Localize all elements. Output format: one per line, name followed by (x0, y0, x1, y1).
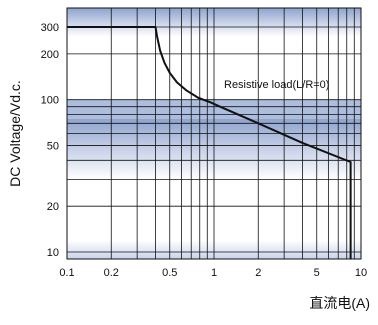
axis-labels: 直流电(A) DC Voltage/Vd.c. (7, 80, 370, 311)
tick-labels: 0.1 0.2 0.5 1 2 5 10 10 20 50 100 200 300 (41, 22, 367, 279)
series-line (67, 26, 352, 259)
x-tick-label: 10 (355, 267, 367, 279)
y-tick-label: 200 (41, 49, 59, 61)
y-tick-label: 10 (47, 247, 59, 259)
series-label: Resistive load(L/R=0) (224, 79, 329, 91)
y-tick-label: 20 (47, 201, 59, 213)
x-tick-label: 5 (314, 267, 320, 279)
series-group: Resistive load(L/R=0) (67, 26, 352, 259)
x-tick-label: 0.1 (59, 267, 74, 279)
x-tick-label: 0.2 (104, 267, 119, 279)
plot-frame (66, 7, 362, 260)
y-tick-label: 300 (41, 22, 59, 34)
x-axis-label: 直流电(A) (309, 295, 370, 311)
y-axis-label: DC Voltage/Vd.c. (7, 80, 23, 187)
x-tick-label: 2 (255, 267, 261, 279)
grid (66, 8, 362, 259)
x-tick-label: 0.5 (162, 267, 177, 279)
y-tick-label: 100 (41, 95, 59, 107)
plot-border (66, 7, 362, 260)
y-tick-label: 50 (47, 141, 59, 153)
x-tick-label: 1 (211, 267, 217, 279)
